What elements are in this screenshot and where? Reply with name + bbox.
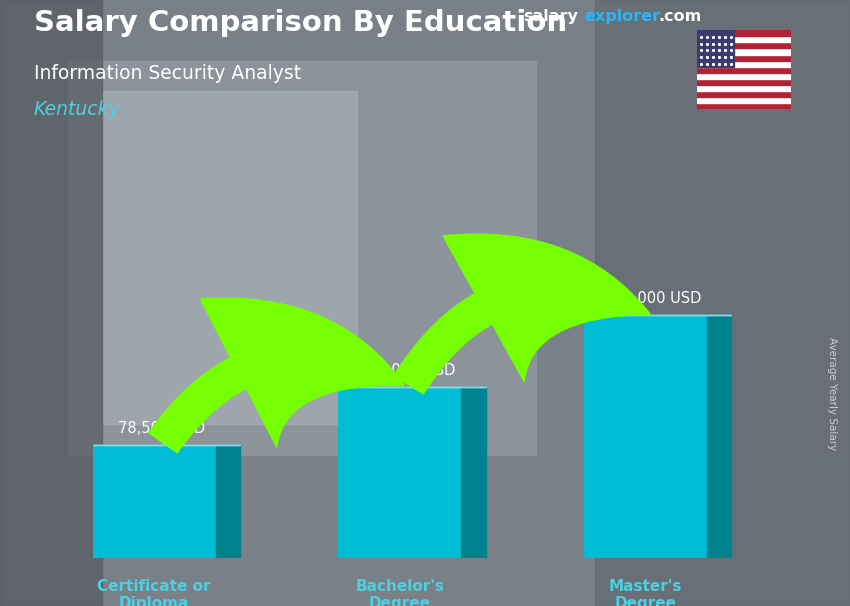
Bar bbox=[0, 0, 102, 606]
Text: 119,000 USD: 119,000 USD bbox=[359, 362, 456, 378]
Bar bbox=[697, 30, 734, 67]
Bar bbox=[697, 55, 791, 61]
Bar bbox=[697, 67, 791, 73]
Bar bbox=[697, 61, 791, 67]
Bar bbox=[102, 91, 357, 424]
Bar bbox=[697, 103, 791, 109]
Bar bbox=[697, 48, 791, 55]
Text: +52%: +52% bbox=[246, 328, 322, 352]
Text: +42%: +42% bbox=[492, 256, 568, 280]
Bar bbox=[338, 387, 462, 558]
Polygon shape bbox=[462, 387, 485, 558]
Polygon shape bbox=[216, 445, 240, 558]
Bar bbox=[584, 316, 706, 558]
Text: Information Security Analyst: Information Security Analyst bbox=[34, 64, 301, 82]
Text: Salary Comparison By Education: Salary Comparison By Education bbox=[34, 9, 567, 37]
Bar bbox=[697, 36, 791, 42]
Text: explorer: explorer bbox=[585, 9, 661, 24]
Text: 78,500 USD: 78,500 USD bbox=[118, 421, 205, 436]
Polygon shape bbox=[706, 316, 731, 558]
Text: Average Yearly Salary: Average Yearly Salary bbox=[827, 338, 837, 450]
Bar bbox=[595, 0, 850, 606]
Text: .com: .com bbox=[659, 9, 702, 24]
Bar bbox=[68, 61, 536, 455]
Bar bbox=[93, 445, 216, 558]
Bar bbox=[697, 91, 791, 97]
Bar bbox=[697, 30, 791, 36]
Text: salary: salary bbox=[523, 9, 578, 24]
Bar bbox=[697, 97, 791, 103]
Bar bbox=[697, 79, 791, 85]
Text: 169,000 USD: 169,000 USD bbox=[604, 291, 701, 306]
Bar bbox=[697, 42, 791, 48]
Text: Kentucky: Kentucky bbox=[34, 100, 121, 119]
Bar bbox=[697, 85, 791, 91]
Bar bbox=[697, 73, 791, 79]
